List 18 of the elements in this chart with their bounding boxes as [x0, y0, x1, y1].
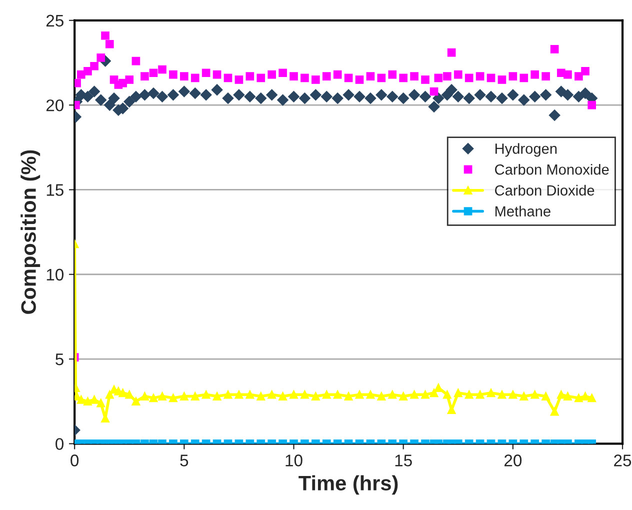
y-tick-label: 25 [46, 14, 64, 27]
y-tick-label: 5 [56, 354, 64, 366]
legend-label: Carbon Monoxide [495, 164, 609, 175]
x-tick-label: 20 [504, 454, 522, 466]
legend-label: Hydrogen [495, 143, 557, 157]
y-tick-label: 20 [46, 99, 64, 112]
x-tick-label: 0 [70, 454, 79, 466]
x-axis-title: Time (hrs) [298, 475, 398, 495]
y-tick-label: 15 [46, 184, 64, 196]
y-axis-title: Composition (%) [20, 150, 40, 314]
x-tick-label: 5 [180, 454, 188, 466]
legend-label: Methane [495, 206, 550, 216]
y-tick-label: 10 [46, 268, 64, 281]
legend-label: Carbon Dioxide [495, 184, 594, 196]
x-tick-label: 10 [286, 454, 302, 466]
y-tick-label: 0 [56, 438, 64, 450]
x-tick-label: 25 [614, 454, 632, 466]
x-tick-label: 15 [395, 454, 412, 466]
